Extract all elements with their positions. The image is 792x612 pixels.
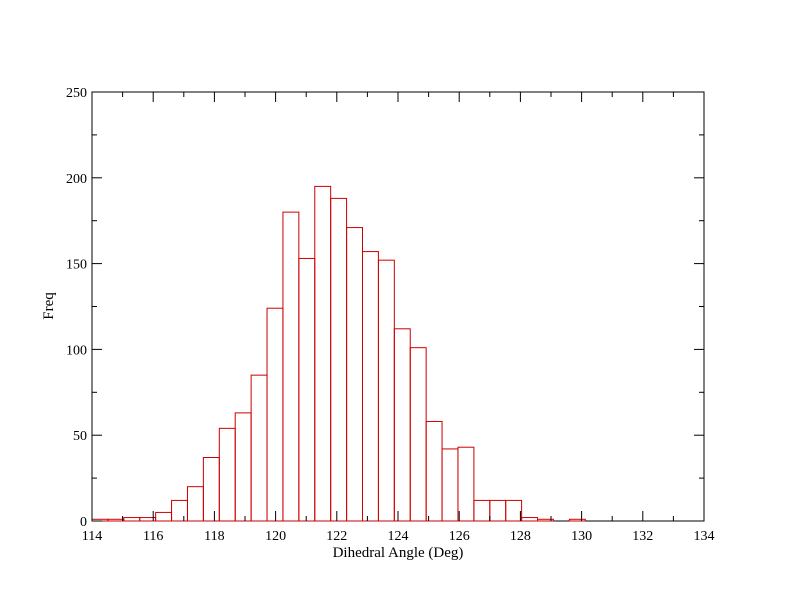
- histogram-bar: [218, 427, 236, 522]
- x-tick-label: 128: [510, 529, 531, 544]
- y-tick-label: 0: [80, 515, 87, 530]
- x-tick-label: 126: [449, 529, 470, 544]
- histogram-bar: [346, 227, 363, 522]
- histogram-bar: [425, 420, 443, 522]
- histogram-bar: [107, 518, 125, 522]
- histogram-bar: [202, 457, 220, 522]
- x-tick-label: 134: [694, 529, 715, 544]
- x-tick-label: 116: [143, 529, 163, 544]
- y-tick-label: 150: [66, 258, 87, 273]
- histogram-bar: [473, 499, 491, 522]
- histogram-bar: [266, 307, 284, 522]
- histogram-bar: [123, 517, 141, 522]
- x-axis-label: Dihedral Angle (Deg): [333, 545, 464, 561]
- y-axis-label: Freq: [41, 292, 57, 320]
- plot-frame: [91, 91, 705, 522]
- x-tick-label: 114: [82, 529, 102, 544]
- histogram-bar: [282, 211, 300, 522]
- histogram-bar: [250, 374, 268, 522]
- histogram-bar: [155, 511, 173, 522]
- histogram-bars: [91, 185, 586, 522]
- y-tick-label: 250: [66, 86, 87, 101]
- histogram-bar: [234, 412, 252, 522]
- x-tick-label: 124: [388, 529, 409, 544]
- x-axis-ticks: 114 116 118 120 122 124 126 128 130 132 134: [82, 92, 715, 544]
- histogram-bar: [314, 185, 332, 522]
- x-tick-label: 132: [632, 529, 653, 544]
- y-tick-label: 100: [66, 343, 87, 358]
- x-tick-label: 130: [571, 529, 592, 544]
- histogram-bar: [171, 499, 188, 522]
- histogram-bar: [298, 257, 316, 522]
- histogram-bar: [441, 448, 459, 522]
- x-tick-label: 122: [326, 529, 347, 544]
- x-tick-label: 120: [265, 529, 286, 544]
- y-axis-ticks: 0 50 100 150 200 250: [66, 86, 704, 530]
- histogram-bar: [505, 499, 523, 522]
- histogram-bar: [568, 518, 586, 522]
- histogram-bar: [537, 518, 554, 522]
- histogram-bar: [377, 259, 395, 522]
- histogram-bar: [362, 251, 379, 522]
- histogram-bar: [330, 197, 348, 522]
- y-tick-label: 200: [66, 172, 87, 187]
- histogram-bar: [186, 486, 204, 522]
- x-tick-label: 118: [204, 529, 224, 544]
- histogram-bar: [393, 328, 411, 522]
- histogram-bar: [409, 347, 427, 522]
- y-tick-label: 50: [73, 429, 87, 444]
- histogram-bar: [489, 499, 507, 522]
- histogram-bar: [521, 517, 539, 522]
- histogram-bar: [457, 446, 475, 522]
